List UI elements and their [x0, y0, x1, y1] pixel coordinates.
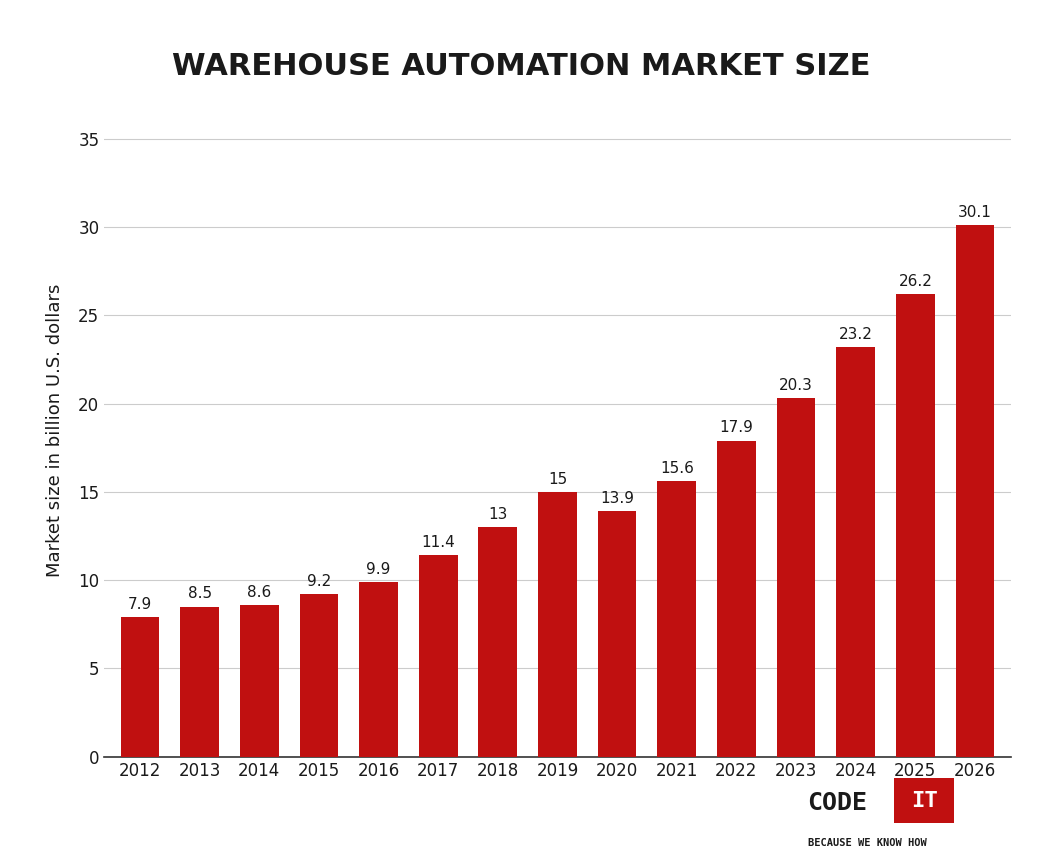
Text: 9.2: 9.2	[306, 574, 331, 589]
Text: 8.6: 8.6	[247, 585, 271, 599]
Text: 26.2: 26.2	[898, 273, 933, 289]
Text: 30.1: 30.1	[958, 205, 992, 220]
Text: CODE: CODE	[808, 791, 868, 815]
Bar	[896, 294, 935, 757]
Text: 13: 13	[488, 507, 507, 522]
Bar	[538, 492, 577, 757]
Bar	[299, 594, 339, 757]
Bar	[180, 606, 219, 757]
Bar	[598, 511, 637, 757]
Text: 15: 15	[548, 471, 567, 487]
Bar	[658, 482, 696, 757]
Bar	[776, 398, 816, 757]
Text: WAREHOUSE AUTOMATION MARKET SIZE: WAREHOUSE AUTOMATION MARKET SIZE	[172, 52, 870, 81]
Bar	[478, 527, 517, 757]
Bar	[419, 556, 457, 757]
Text: BECAUSE WE KNOW HOW: BECAUSE WE KNOW HOW	[808, 838, 926, 848]
Bar	[359, 582, 398, 757]
Text: 11.4: 11.4	[421, 535, 455, 550]
Bar	[956, 225, 994, 757]
Text: 15.6: 15.6	[660, 461, 694, 476]
Text: 13.9: 13.9	[600, 491, 635, 506]
FancyBboxPatch shape	[891, 776, 958, 826]
Text: 20.3: 20.3	[779, 378, 813, 393]
Text: 23.2: 23.2	[839, 327, 872, 341]
Y-axis label: Market size in billion U.S. dollars: Market size in billion U.S. dollars	[46, 283, 65, 577]
Text: 7.9: 7.9	[128, 597, 152, 612]
Bar	[717, 440, 755, 757]
Bar	[240, 605, 278, 757]
Text: IT: IT	[911, 790, 938, 811]
Text: 9.9: 9.9	[367, 562, 391, 576]
Text: 17.9: 17.9	[719, 421, 753, 435]
Bar	[121, 617, 159, 757]
Bar	[837, 347, 875, 757]
Text: 8.5: 8.5	[188, 587, 212, 601]
